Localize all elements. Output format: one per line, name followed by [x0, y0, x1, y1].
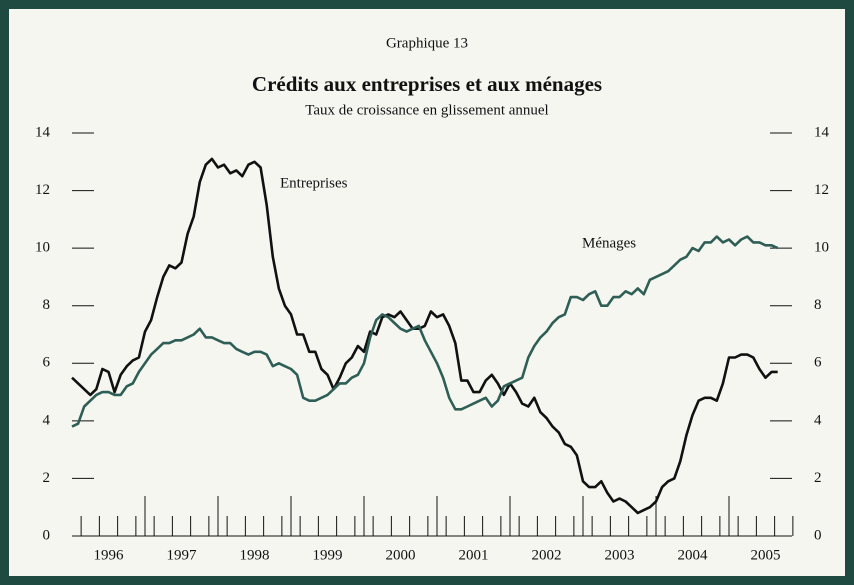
y-tick-label: 8 — [43, 297, 51, 313]
x-tick-label: 1999 — [313, 547, 343, 563]
x-tick-label: 2003 — [605, 547, 635, 563]
x-tick-label: 2004 — [678, 547, 709, 563]
x-tick-label: 1998 — [240, 547, 270, 563]
x-tick-label: 2000 — [386, 547, 416, 563]
y2-tick-label: 8 — [814, 297, 822, 313]
y2-tick-label: 12 — [814, 182, 829, 198]
x-tick-label: 2001 — [459, 547, 489, 563]
series-label: Ménages — [582, 235, 636, 251]
chart-header: Graphique 13 — [386, 35, 468, 51]
x-tick-label: 2002 — [532, 547, 562, 563]
x-tick-label: 1996 — [94, 547, 125, 563]
series-line — [71, 235, 779, 428]
y-tick-label: 4 — [43, 412, 51, 428]
y2-tick-label: 2 — [814, 470, 822, 486]
x-tick-label: 2005 — [751, 547, 781, 563]
y-tick-label: 2 — [43, 470, 51, 486]
y-tick-label: 14 — [35, 124, 51, 140]
y-tick-label: 0 — [43, 527, 51, 543]
y-tick-label: 10 — [35, 240, 50, 256]
y2-tick-label: 10 — [814, 240, 829, 256]
series-label: Entreprises — [280, 175, 348, 191]
y2-tick-label: 4 — [814, 412, 822, 428]
y-tick-label: 6 — [43, 355, 51, 371]
y2-tick-label: 14 — [814, 124, 830, 140]
y2-tick-label: 6 — [814, 355, 822, 371]
chart-title: Crédits aux entreprises et aux ménages — [252, 72, 602, 96]
y-tick-label: 12 — [35, 182, 50, 198]
panel — [9, 9, 845, 576]
y2-tick-label: 0 — [814, 527, 822, 543]
chart-subtitle: Taux de croissance en glissement annuel — [305, 102, 548, 118]
x-tick-label: 1997 — [167, 547, 198, 563]
series-line — [71, 157, 778, 515]
